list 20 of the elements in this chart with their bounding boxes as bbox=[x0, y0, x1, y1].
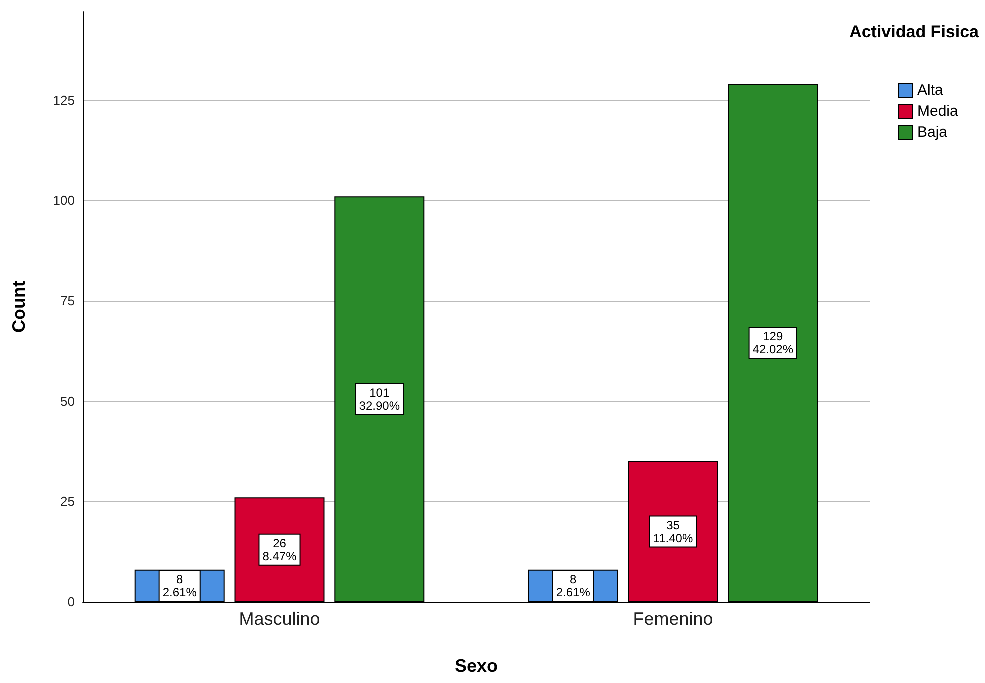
y-tick-label: 50 bbox=[60, 394, 75, 409]
legend-title: Actividad Fisica bbox=[850, 22, 980, 42]
data-label: 35 11.40% bbox=[653, 518, 694, 546]
data-label: 8 2.61% bbox=[162, 572, 198, 600]
x-axis-title: Sexo bbox=[454, 656, 498, 676]
legend-label: Baja bbox=[918, 124, 948, 141]
y-axis-title: Count bbox=[9, 281, 29, 333]
data-label: 26 8.47% bbox=[262, 536, 298, 564]
data-label: 129 42.02% bbox=[752, 330, 794, 357]
y-tick-label: 125 bbox=[53, 92, 75, 108]
y-tick-label: 75 bbox=[60, 293, 75, 308]
x-tick-label: Masculino bbox=[239, 609, 320, 629]
legend-label: Alta bbox=[918, 82, 944, 99]
y-tick-label: 100 bbox=[53, 193, 75, 208]
y-tick-label: 0 bbox=[68, 594, 75, 610]
legend-label: Media bbox=[918, 103, 960, 120]
y-tick-label: 25 bbox=[60, 494, 75, 510]
data-label: 8 2.61% bbox=[556, 572, 591, 600]
data-label: 101 32.90% bbox=[359, 386, 400, 413]
x-tick-label: Femenino bbox=[633, 609, 714, 629]
